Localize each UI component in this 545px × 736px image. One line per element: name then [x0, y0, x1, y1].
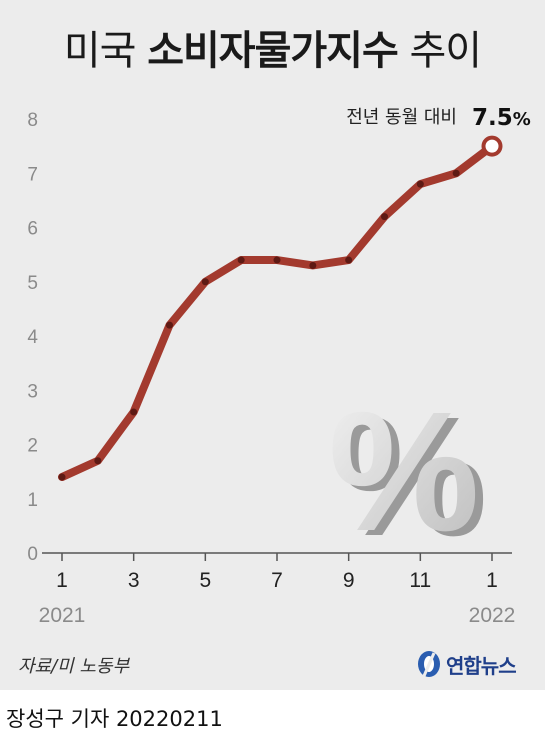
data-point [452, 169, 460, 177]
data-point [58, 473, 66, 481]
data-point [416, 180, 424, 188]
percent-shadow-icon: % [336, 382, 487, 572]
y-tick-label: 6 [27, 219, 38, 240]
percent-icon: % [328, 377, 479, 567]
chart-panel [0, 0, 545, 690]
title-part-1: 미국 [63, 28, 148, 74]
annotation-unit: % [513, 109, 531, 130]
x-tick-label: 1 [486, 569, 498, 592]
percent-decoration: % % [328, 377, 487, 572]
annotation-label: 전년 동월 대비 [346, 107, 457, 128]
annotation-value: 7.5% [472, 105, 531, 131]
latest-point-marker [481, 135, 503, 157]
y-tick-label: 2 [27, 436, 38, 457]
data-point [94, 457, 102, 465]
x-tick-label: 9 [343, 569, 355, 592]
yonhap-logo: 연합뉴스 [416, 646, 517, 682]
x-tick-label: 3 [128, 569, 140, 592]
data-point [201, 278, 209, 286]
data-point [166, 321, 173, 329]
data-point [345, 256, 353, 264]
y-tick-label: 8 [27, 110, 38, 131]
byline: 장성구 기자 20220211 [6, 707, 223, 731]
x-tick-label: 1 [56, 569, 68, 592]
y-tick-label: 4 [27, 327, 38, 348]
y-tick-label: 7 [27, 164, 38, 185]
x-tick-label: 7 [271, 569, 283, 592]
chart-title: 미국 소비자물가지수 추이 [0, 18, 545, 76]
year-label: 2022 [469, 604, 516, 627]
title-part-2: 소비자물가지수 [147, 28, 399, 74]
title-part-3: 추이 [397, 28, 483, 74]
y-tick-label: 0 [27, 544, 38, 565]
year-label: 2021 [39, 604, 86, 627]
data-point [130, 408, 138, 416]
data-point [273, 256, 281, 264]
x-tick-label: 5 [199, 569, 211, 592]
logo-text: 연합뉴스 [446, 653, 517, 678]
y-tick-label: 5 [27, 273, 38, 294]
data-point [381, 213, 388, 221]
source-note: 자료/미 노동부 [18, 656, 130, 677]
y-tick-label: 3 [27, 381, 38, 402]
latest-value-annotation: 전년 동월 대비 7.5% [346, 105, 531, 131]
x-tick-label: 11 [409, 569, 431, 592]
annotation-number: 7.5 [472, 105, 513, 131]
data-point [309, 261, 317, 269]
data-point [237, 256, 245, 264]
y-tick-label: 1 [27, 490, 38, 511]
yonhap-logo-icon [418, 651, 440, 677]
